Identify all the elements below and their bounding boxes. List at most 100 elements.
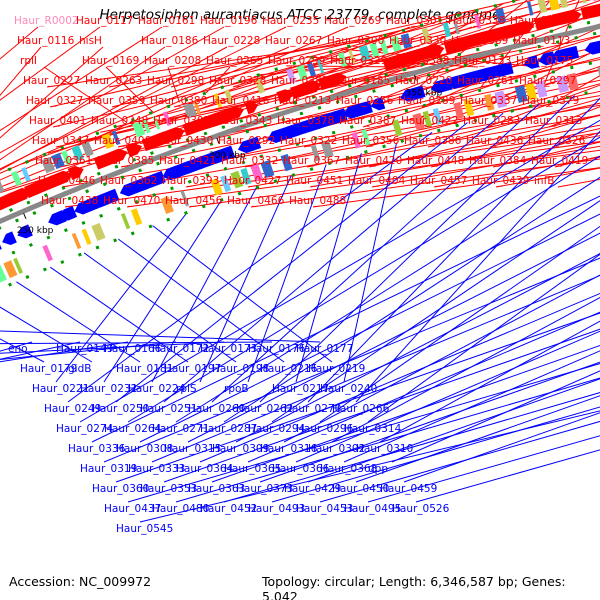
forward-cog-block — [338, 52, 348, 68]
gene-leader-line — [105, 66, 154, 113]
gene-leader-line — [365, 83, 600, 148]
guide-ring — [0, 30, 600, 230]
reverse-cog-block — [597, 67, 600, 79]
forward-gene-label: Haur_0133 — [454, 55, 511, 67]
gene-leader-line — [0, 26, 225, 154]
reverse-gene-label: Haur_0249 — [44, 403, 101, 415]
gene-leader-line — [0, 46, 42, 97]
reverse-cog-block — [535, 80, 548, 98]
gene-leader-line — [179, 45, 600, 148]
gene-leader-line — [0, 341, 225, 354]
forward-gene-label: Haur_0384 — [469, 155, 527, 167]
forward-gene-label: Haur_0299 — [268, 55, 325, 67]
reverse-cog-block — [120, 213, 131, 230]
forward-gene-label: Haur_0381 — [271, 75, 328, 87]
reverse-gene-label: Haur_0316 — [260, 443, 318, 455]
gene-leader-line — [83, 252, 237, 363]
reverse-cog-block — [310, 144, 321, 162]
forward-gene-label: Haur_R0002 — [14, 15, 79, 27]
forward-gene-label: Haur_0185 — [333, 75, 390, 87]
gene-leader-line — [355, 130, 600, 403]
reverse-gene-label: Haur_0450 — [332, 483, 389, 495]
forward-gene-label: Haur_0175 — [516, 55, 573, 67]
reverse-gene-label: Haur_0198 — [212, 363, 269, 375]
forward-cog-block — [193, 100, 202, 115]
forward-gene-label: Haur_0380 — [150, 95, 207, 107]
gene-leader-line — [362, 49, 600, 128]
reverse-gene-label: Haur_0360 — [92, 483, 149, 495]
gene-leader-line — [309, 135, 600, 188]
gene-leader-line — [0, 341, 81, 360]
forward-gene-label: Haur_0213 — [274, 95, 331, 107]
forward-cds-arrow — [182, 118, 208, 137]
gene-leader-line — [0, 341, 129, 363]
forward-gene-label: Haur_0387 — [339, 115, 396, 127]
reverse-gene-label: Haur_0251 — [140, 403, 197, 415]
reverse-cog-block — [42, 244, 53, 262]
forward-gene-label: Haur_0388 — [392, 55, 449, 67]
forward-cog-block — [101, 133, 115, 150]
gene-leader-line — [126, 141, 600, 208]
forward-cds-arrow — [276, 89, 294, 104]
reverse-cog-block — [230, 170, 244, 189]
gene-leader-line — [319, 420, 600, 503]
reverse-gene-label: Haur_0373 — [236, 483, 293, 495]
reverse-gene-label: Haur_0217 — [272, 383, 329, 395]
forward-gene-label: Haur_0227 — [23, 75, 80, 87]
reverse-gene-label: Haur_0181 — [116, 363, 173, 375]
kbp-tick-mark — [23, 213, 27, 220]
accession-text: Accession: NC_009972 — [9, 574, 152, 589]
gene-leader-line — [108, 32, 395, 88]
forward-cds-arrow — [50, 170, 72, 187]
gene-leader-line — [241, 57, 600, 148]
forward-gene-label: Haur_0283 — [463, 115, 520, 127]
reverse-gene-label: Haur_0176 — [248, 343, 306, 355]
gene-leader-line — [343, 350, 600, 463]
forward-gene-label: Haur_0269 — [324, 15, 381, 27]
backbone-arc — [0, 23, 600, 225]
reverse-gene-label: Haur_0270 — [284, 403, 341, 415]
forward-cog-block — [317, 59, 325, 74]
map-title: Herpetosiphon aurantiacus ATCC 23779, co… — [99, 7, 501, 23]
reverse-gene-label: Haur_0177 — [296, 343, 353, 355]
forward-cds-arrow — [564, 9, 582, 24]
gene-leader-line — [306, 102, 600, 168]
reverse-cog-block — [556, 75, 569, 93]
gene-leader-line — [55, 212, 188, 383]
reverse-gene-label: Haur_0368 — [320, 463, 377, 475]
forward-cog-block — [162, 111, 172, 126]
forward-gene-label: Haur_0161 — [138, 15, 195, 27]
forward-cog-block — [71, 145, 84, 162]
gene-leader-line — [103, 199, 223, 383]
reverse-cds-arrow — [523, 55, 540, 69]
reverse-cog-block — [220, 175, 232, 193]
reverse-gene-label: Haur_0437 — [104, 503, 161, 515]
forward-gene-label: Haur_0422 — [401, 115, 458, 127]
gene-leader-line — [188, 149, 600, 208]
reverse-cog-block — [422, 110, 433, 128]
forward-cds-arrow — [244, 101, 259, 115]
kbp-tick-label: 350 kbp — [406, 88, 443, 98]
reverse-cog-block — [432, 107, 443, 125]
reverse-cog-block — [280, 153, 293, 172]
forward-cds-arrow — [213, 106, 244, 125]
gene-leader-line — [67, 132, 433, 403]
forward-gene-label: Haur_0220 — [395, 75, 452, 87]
forward-gene-label: Haur_0446 — [38, 175, 96, 187]
gene-leader-line — [185, 114, 600, 188]
reverse-gene-label: Haur_0179 — [20, 363, 77, 375]
feature-tracks — [0, 0, 600, 283]
forward-gene-label: Haur_0386 — [404, 135, 462, 147]
reverse-gene-label: Haur_0308 — [116, 443, 173, 455]
forward-gene-label: Haur_0419 — [531, 155, 588, 167]
reverse-gene-label: Haur_0264 — [104, 423, 162, 435]
reverse-gene-label: Haur_0149 — [56, 343, 113, 355]
forward-gene-label: Haur_0186 — [141, 35, 199, 47]
forward-gene-label: Haur_0117 — [76, 15, 133, 27]
forward-gene-label: Haur_0359 — [88, 95, 145, 107]
forward-gene-label: Haur_0404 — [348, 175, 406, 187]
gene-leader-line — [486, 84, 600, 128]
reverse-gene-label: Haur_0287 — [200, 423, 257, 435]
forward-gene-label: Haur_0427 — [224, 175, 281, 187]
